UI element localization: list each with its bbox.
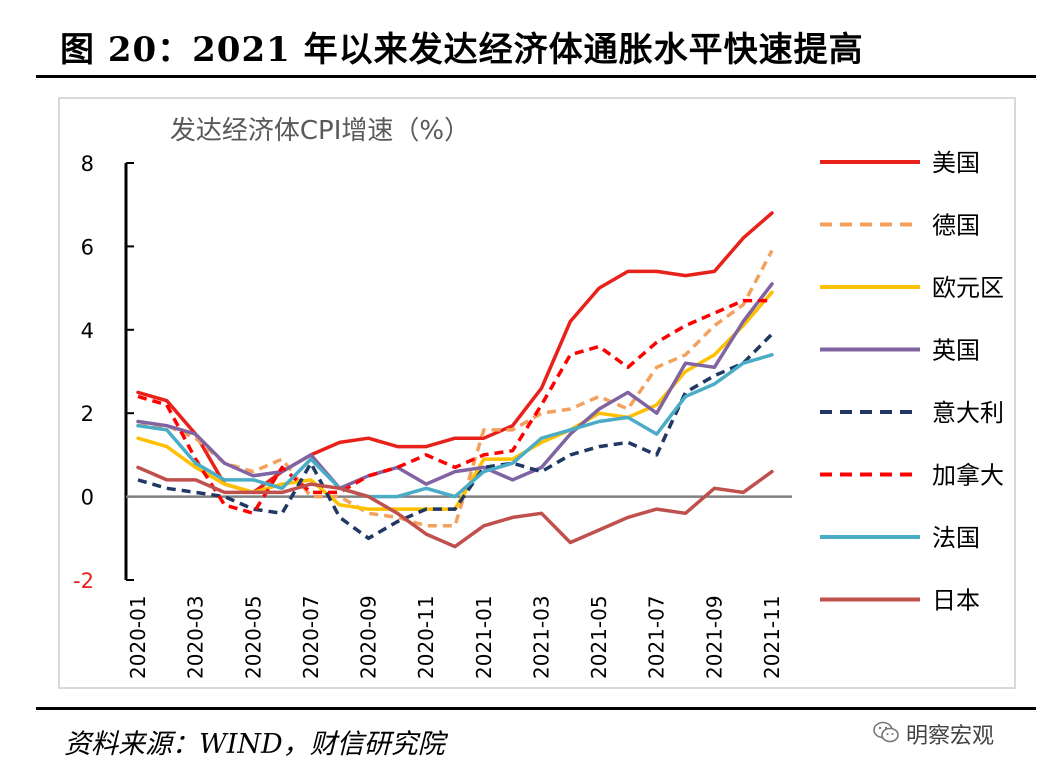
legend-label: 加拿大 xyxy=(932,462,1004,490)
y-tick-label: 4 xyxy=(81,319,94,343)
legend-label: 德国 xyxy=(932,212,980,240)
series-line-3 xyxy=(136,290,774,511)
legend-label: 意大利 xyxy=(932,399,1004,427)
chart-title: 发达经济体CPI增速（%） xyxy=(170,116,470,146)
x-tick-label: 2021-01 xyxy=(472,595,496,679)
x-tick-label: 2020-01 xyxy=(126,595,150,679)
y-tick-label: 6 xyxy=(81,235,94,259)
series-line-6 xyxy=(137,298,772,516)
x-tick-label: 2020-05 xyxy=(241,595,265,679)
series-line-5 xyxy=(137,332,774,541)
x-tick-label: 2021-09 xyxy=(702,595,726,679)
watermark-text: 明察宏观 xyxy=(906,724,995,749)
series-line-8 xyxy=(136,465,774,549)
legend-label: 法国 xyxy=(932,524,980,552)
x-tick-label: 2021-05 xyxy=(587,595,611,679)
legend-label: 日本 xyxy=(932,587,980,615)
legend-label: 英国 xyxy=(932,337,980,365)
figure-title: 图 20：2021 年以来发达经济体通胀水平快速提高 xyxy=(60,30,864,70)
x-tick-label: 2020-11 xyxy=(414,595,438,679)
chart-axes: -2 0 2 4 6 8 2020-01 2020-03 2020-05 2020-07 2020-… xyxy=(73,152,792,679)
x-tick-label: 2020-07 xyxy=(299,595,323,679)
x-tick-label: 2021-07 xyxy=(645,595,669,679)
legend-label: 美国 xyxy=(932,149,980,177)
x-tick-label: 2021-11 xyxy=(760,595,784,679)
chart-series-lines xyxy=(136,211,774,549)
bottom-rule xyxy=(36,707,1036,710)
series-line-1 xyxy=(136,211,774,495)
x-tick-label: 2020-09 xyxy=(357,595,381,679)
top-rule xyxy=(36,75,1036,78)
source-note: 资料来源：WIND，财信研究院 xyxy=(64,729,445,760)
series-line-7 xyxy=(136,353,774,499)
series-line-4 xyxy=(136,282,774,491)
y-tick-label: -2 xyxy=(73,569,94,593)
chart-frame: 发达经济体CPI增速（%） -2 0 2 4 6 8 2020-01 2020-03 2020-… xyxy=(58,97,1016,689)
legend-label: 欧元区 xyxy=(932,274,1004,302)
x-tick-label: 2020-03 xyxy=(184,595,208,679)
y-tick-label: 2 xyxy=(81,402,94,426)
y-tick-label: 0 xyxy=(81,486,94,510)
cpi-line-chart: 发达经济体CPI增速（%） -2 0 2 4 6 8 2020-01 2020-03 2020-… xyxy=(73,116,1004,679)
wechat-icon xyxy=(873,721,899,743)
y-tick-label: 8 xyxy=(81,152,94,176)
series-line-2 xyxy=(138,249,774,528)
x-tick-label: 2021-03 xyxy=(529,595,553,679)
